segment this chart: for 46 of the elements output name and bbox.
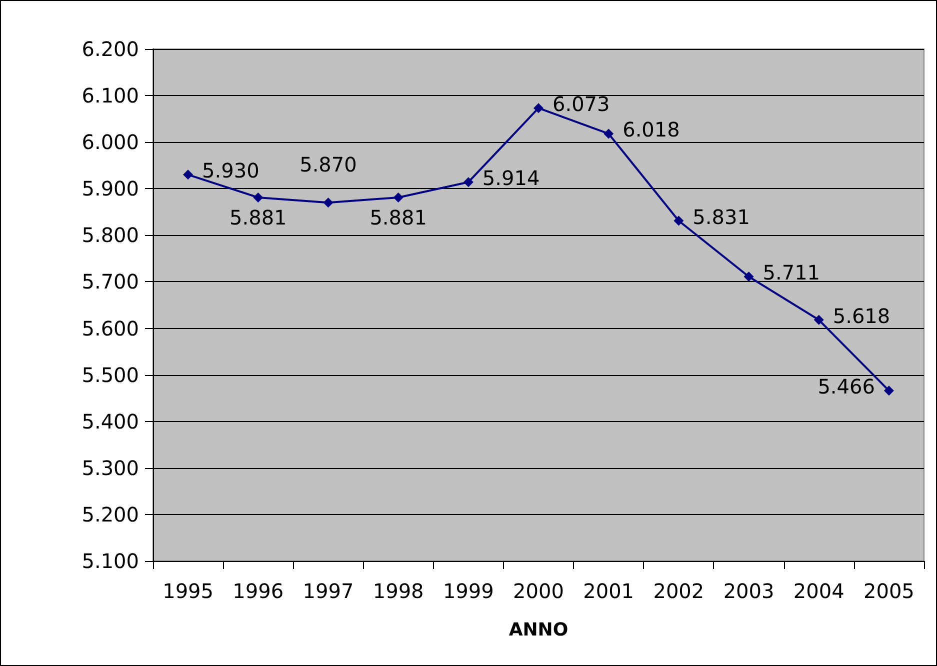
y-tick-label: 6.100 — [82, 84, 139, 108]
point — [674, 216, 684, 226]
y-tick-label: 5.400 — [82, 409, 139, 434]
y-tick-label: 5.600 — [82, 316, 139, 340]
data-label: 5.618 — [832, 304, 890, 328]
x-tick-label: 2000 — [513, 579, 564, 603]
point — [534, 103, 544, 114]
x-tick-label: 1997 — [302, 579, 354, 603]
point — [463, 177, 474, 188]
y-tick-label: 5.700 — [82, 270, 139, 294]
y-tick-label: 5.100 — [82, 549, 139, 573]
y-tick-label: 5.900 — [82, 176, 139, 201]
data-label: 5.930 — [202, 158, 260, 183]
data-label: 5.466 — [818, 374, 875, 399]
data-label: 5.870 — [300, 152, 357, 177]
data-label: 5.881 — [230, 205, 287, 230]
point — [814, 314, 824, 325]
x-tick-label: 2002 — [653, 579, 704, 603]
data-label: 6.018 — [622, 118, 680, 142]
point — [323, 198, 334, 208]
y-tick-label: 5.800 — [82, 223, 139, 248]
data-label: 5.711 — [762, 260, 820, 285]
x-tick-label: 1999 — [442, 579, 494, 603]
data-label: 5.881 — [370, 205, 427, 230]
point — [253, 192, 264, 202]
x-tick-label: 1998 — [372, 579, 424, 603]
y-tick-label: 6.200 — [82, 37, 139, 61]
x-tick-label: 2001 — [583, 579, 634, 603]
x-tick-label: 1996 — [232, 579, 284, 603]
data-label: 6.073 — [552, 92, 610, 116]
point — [884, 386, 894, 396]
x-tick-label: 2003 — [723, 579, 774, 603]
x-tick-label: 2005 — [864, 579, 914, 603]
y-tick-label: 5.500 — [82, 362, 139, 387]
x-tick-label: 2004 — [793, 579, 844, 603]
y-tick-label: 6.000 — [82, 130, 139, 154]
y-tick-label: 5.300 — [82, 456, 139, 480]
point — [183, 170, 194, 180]
data-label: 5.914 — [482, 166, 540, 190]
point — [744, 272, 754, 282]
data-label: 5.831 — [692, 204, 750, 229]
y-tick-label: 5.200 — [82, 502, 139, 526]
x-tick-label: 1995 — [162, 579, 214, 603]
point — [393, 192, 404, 202]
x-axis-title: ANNO — [508, 620, 568, 640]
point — [604, 128, 614, 139]
